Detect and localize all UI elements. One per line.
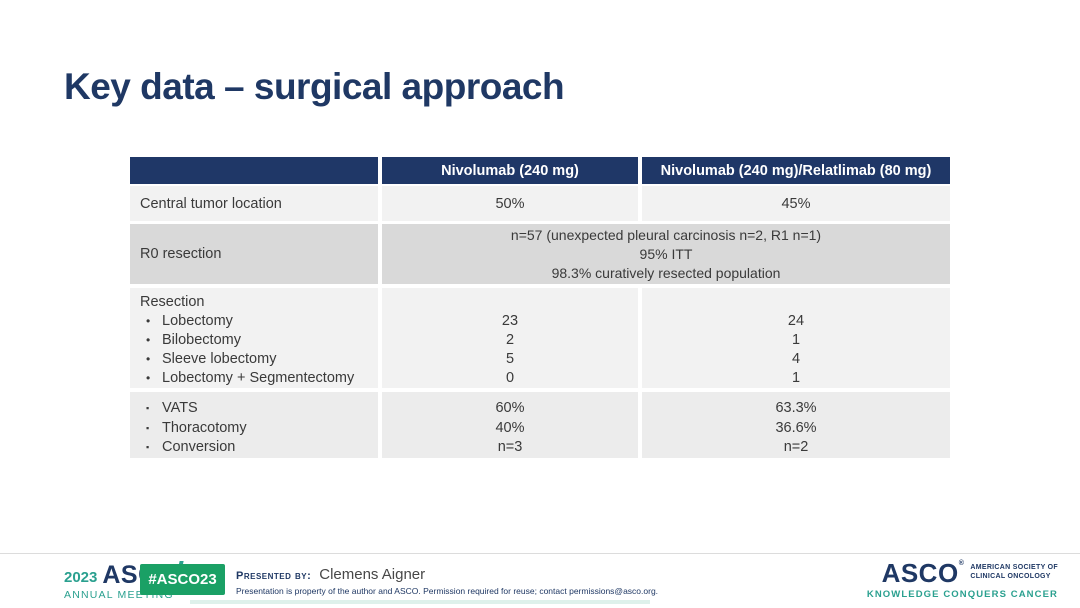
resection-nivrel-values: 24 1 4 1 (642, 288, 950, 388)
society-line-2: CLINICAL ONCOLOGY (970, 573, 1051, 580)
cell-value: 24 (787, 313, 805, 329)
row-label: Central tumor location (130, 186, 378, 221)
list-item: • Lobectomy + Segmentectomy (130, 369, 378, 388)
list-item: ▪ VATS (130, 399, 378, 419)
list-item: ▪ Thoracotomy (130, 419, 378, 439)
list-item: • Sleeve lobectomy (130, 350, 378, 369)
list-item-label: Thoracotomy (162, 419, 247, 436)
row-resection-types: Resection • Lobectomy • Bilobectomy • Sl… (130, 288, 950, 388)
list-item-label: Sleeve lobectomy (162, 351, 277, 367)
asco-logo-wordmark: ASCO® (882, 560, 965, 586)
list-item-label: VATS (162, 400, 198, 416)
bottom-teal-strip (190, 600, 650, 604)
list-item-label: Lobectomy + Segmentectomy (162, 370, 355, 386)
slide-title: Key data – surgical approach (64, 66, 565, 107)
presented-by-label: Presented by: (236, 570, 312, 582)
r0-line-3: 98.3% curatively resected population (551, 264, 781, 281)
list-item-label: Bilobectomy (162, 332, 241, 348)
round-bullet-icon: • (146, 333, 151, 347)
resection-niv-values: 23 2 5 0 (382, 288, 638, 388)
presenter-name: Clemens Aigner (319, 566, 426, 583)
square-bullet-icon: ▪ (146, 422, 150, 433)
resection-labels: Resection • Lobectomy • Bilobectomy • Sl… (130, 288, 378, 388)
meeting-year: 2023 (64, 569, 98, 586)
header-cell-nivolumab-relatlimab: Nivolumab (240 mg)/Relatlimab (80 mg) (642, 157, 950, 184)
list-item-label: Lobectomy (162, 313, 233, 329)
r0-line-2: 95% ITT (639, 245, 693, 262)
round-bullet-icon: • (146, 314, 151, 328)
round-bullet-icon: • (146, 352, 151, 366)
cell-value: n=2 (783, 439, 809, 455)
registered-mark-icon: ® (958, 560, 965, 567)
asco-society-logo: ASCO® AMERICAN SOCIETY OF CLINICAL ONCOL… (867, 560, 1058, 600)
header-cell-nivolumab: Nivolumab (240 mg) (382, 157, 638, 184)
round-bullet-icon: • (146, 371, 151, 385)
asco-tagline: KNOWLEDGE CONQUERS CANCER (866, 589, 1058, 600)
cell-value: 1 (791, 370, 801, 386)
surgical-approach-table: Nivolumab (240 mg) Nivolumab (240 mg)/Re… (130, 157, 950, 458)
cell-value: 1 (791, 332, 801, 348)
approach-labels: ▪ VATS ▪ Thoracotomy ▪ Conversion (130, 392, 378, 458)
header-cell-empty (130, 157, 378, 184)
row-label: R0 resection (130, 224, 378, 284)
cell-value: 63.3% (775, 400, 817, 416)
row-label: Resection (140, 294, 205, 310)
society-line-1: AMERICAN SOCIETY OF (970, 564, 1058, 572)
list-item: • Lobectomy (130, 312, 378, 331)
asco-society-name: AMERICAN SOCIETY OF CLINICAL ONCOLOGY (970, 564, 1058, 582)
presented-by: Presented by: Clemens Aigner (236, 566, 425, 583)
footer-divider (0, 553, 1080, 554)
permission-disclaimer: Presentation is property of the author a… (236, 586, 659, 596)
row-r0-resection: R0 resection n=57 (unexpected pleural ca… (130, 224, 950, 284)
asco-logo-text: ASCO (881, 558, 959, 588)
cell-value: 0 (505, 370, 515, 386)
cell-value: n=3 (497, 439, 523, 455)
cell-value: 40% (495, 419, 525, 436)
list-item: ▪ Conversion (130, 438, 378, 458)
square-bullet-icon: ▪ (146, 403, 150, 413)
r0-line-1: n=57 (unexpected pleural carcinosis n=2,… (510, 226, 822, 243)
hashtag-badge: #ASCO23 (140, 564, 225, 595)
row-central-tumor-location: Central tumor location 50% 45% (130, 186, 950, 221)
cell-value: 60% (495, 400, 525, 416)
cell-value: 4 (791, 351, 801, 367)
r0-merged-value: n=57 (unexpected pleural carcinosis n=2,… (382, 224, 950, 284)
list-item-label: Conversion (162, 439, 236, 455)
table-header-row: Nivolumab (240 mg) Nivolumab (240 mg)/Re… (130, 157, 950, 184)
row-surgical-approach: ▪ VATS ▪ Thoracotomy ▪ Conversion 60% 40… (130, 392, 950, 458)
cell-value: 2 (505, 332, 515, 348)
approach-niv-values: 60% 40% n=3 (382, 392, 638, 458)
central-tumor-nivrel-value: 45% (642, 186, 950, 221)
central-tumor-niv-value: 50% (382, 186, 638, 221)
cell-value: 36.6% (775, 419, 817, 436)
list-item: • Bilobectomy (130, 331, 378, 350)
approach-nivrel-values: 63.3% 36.6% n=2 (642, 392, 950, 458)
square-bullet-icon: ▪ (146, 442, 150, 452)
cell-value: 5 (505, 351, 515, 367)
cell-value: 23 (501, 313, 519, 329)
